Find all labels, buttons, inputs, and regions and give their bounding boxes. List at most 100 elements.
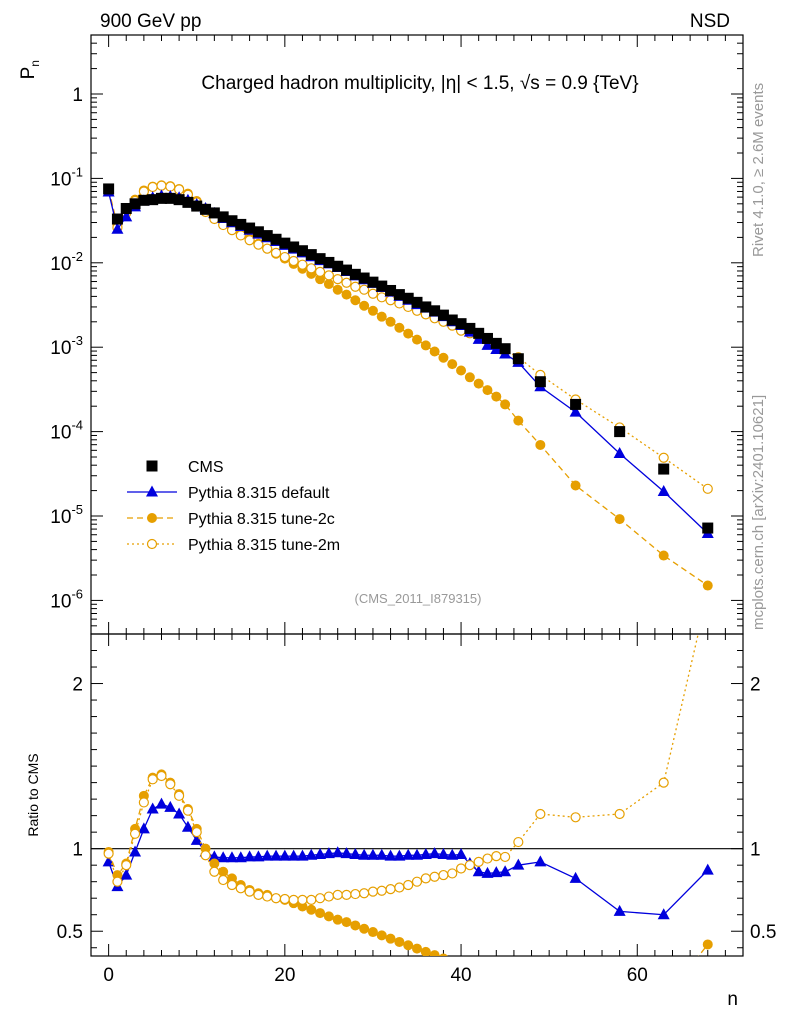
ratio-y-label: Ratio to CMS bbox=[25, 753, 41, 836]
header-left: 900 GeV pp bbox=[100, 11, 201, 32]
ratio-point-pythia-default bbox=[287, 849, 300, 861]
ratio-point-pythia-tune-2m bbox=[288, 894, 299, 905]
ratio-point-pythia-tune-2c bbox=[385, 933, 396, 944]
ratio-point-pythia-tune-2m bbox=[112, 876, 123, 887]
ratio-point-pythia-tune-2m bbox=[455, 863, 467, 874]
ratio-point-pythia-default bbox=[446, 848, 459, 860]
point-cms bbox=[191, 200, 203, 212]
point-cms bbox=[490, 337, 502, 349]
series-line-pythia-default bbox=[107, 191, 709, 535]
ratio-y-tick-label-left: 0.5 bbox=[57, 922, 83, 943]
point-pythia-tune-2c bbox=[513, 415, 524, 426]
point-cms bbox=[534, 376, 546, 388]
ratio-point-pythia-tune-2m bbox=[209, 866, 220, 877]
point-pythia-default bbox=[481, 338, 494, 350]
ratio-point-pythia-tune-2m bbox=[359, 888, 370, 899]
legend-item-pythia-tune-2c: Pythia 8.315 tune-2c bbox=[127, 511, 335, 528]
ratio-point-pythia-tune-2c bbox=[659, 996, 669, 1006]
y-tick-label: 10-2 bbox=[50, 249, 83, 275]
point-pythia-tune-2m bbox=[658, 452, 669, 463]
legend-label-pythia-default: Pythia 8.315 default bbox=[188, 485, 330, 502]
header-right: NSD bbox=[690, 11, 730, 32]
ratio-point-pythia-default bbox=[296, 849, 309, 861]
ratio-point-pythia-tune-2m bbox=[394, 882, 405, 893]
ratio-point-pythia-default bbox=[208, 850, 221, 862]
ratio-point-pythia-tune-2m bbox=[129, 828, 141, 839]
ratio-point-pythia-tune-2m bbox=[473, 856, 484, 867]
point-pythia-tune-2m bbox=[314, 266, 326, 278]
ratio-point-pythia-default bbox=[164, 800, 177, 812]
ratio-point-pythia-default bbox=[393, 849, 406, 861]
point-pythia-tune-2c bbox=[376, 311, 387, 322]
point-pythia-tune-2m bbox=[156, 180, 167, 191]
point-cms bbox=[358, 272, 370, 284]
ratio-point-pythia-tune-2m bbox=[438, 869, 449, 881]
ratio-point-pythia-tune-2m bbox=[191, 827, 202, 838]
ratio-point-pythia-default bbox=[613, 904, 626, 916]
ratio-y-tick-label-right: 2 bbox=[750, 675, 761, 696]
ratio-point-pythia-default bbox=[701, 863, 714, 875]
ratio-y-tick-label-right: 1 bbox=[750, 840, 761, 861]
ratio-point-pythia-default bbox=[472, 865, 485, 877]
point-pythia-tune-2c bbox=[359, 300, 370, 311]
mcplots-label: mcplots.cern.ch [arXiv:2401.10621] bbox=[750, 395, 767, 630]
ratio-point-pythia-default bbox=[129, 845, 142, 857]
ratio-point-pythia-tune-2c bbox=[513, 976, 523, 986]
point-pythia-tune-2m bbox=[262, 243, 273, 254]
ratio-point-pythia-tune-2m bbox=[306, 894, 317, 905]
ratio-axes: 0 20 40 60 0.5 0.5 1 1 2 2 bbox=[57, 634, 776, 986]
ratio-point-pythia-tune-2m bbox=[570, 812, 581, 823]
point-cms bbox=[499, 343, 511, 355]
point-pythia-tune-2c bbox=[464, 372, 475, 383]
ratio-point-pythia-tune-2c bbox=[323, 911, 334, 922]
ratio-point-pythia-default bbox=[278, 849, 291, 861]
point-pythia-tune-2c bbox=[350, 295, 361, 306]
ratio-point-pythia-default bbox=[243, 850, 256, 862]
ratio-point-pythia-tune-2m bbox=[491, 850, 502, 862]
ratio-point-pythia-tune-2c bbox=[359, 923, 370, 934]
ratio-point-pythia-default bbox=[252, 850, 265, 862]
point-cms bbox=[332, 260, 344, 272]
ratio-point-pythia-tune-2c bbox=[474, 965, 484, 975]
point-cms bbox=[305, 249, 317, 261]
ratio-point-pythia-tune-2c bbox=[332, 914, 343, 925]
ratio-point-pythia-tune-2m bbox=[314, 893, 326, 904]
point-cms bbox=[252, 226, 264, 238]
ratio-point-pythia-tune-2m bbox=[297, 894, 308, 905]
ratio-point-pythia-default bbox=[331, 846, 344, 858]
point-pythia-tune-2c bbox=[429, 346, 440, 357]
point-pythia-tune-2c bbox=[570, 480, 581, 491]
point-pythia-tune-2m bbox=[323, 270, 334, 281]
ratio-point-pythia-tune-2m bbox=[350, 888, 361, 900]
ratio-point-pythia-tune-2c bbox=[500, 972, 510, 982]
ratio-line-pythia-tune-2c bbox=[108, 773, 709, 956]
point-pythia-default bbox=[120, 210, 133, 222]
point-cms bbox=[385, 284, 397, 296]
ratio-point-pythia-default bbox=[190, 833, 203, 845]
ratio-point-pythia-default bbox=[173, 807, 186, 819]
ratio-point-pythia-tune-2m bbox=[500, 851, 511, 863]
ratio-point-pythia-tune-2m bbox=[376, 885, 387, 896]
point-cms bbox=[261, 230, 273, 242]
ratio-point-pythia-default bbox=[146, 802, 159, 814]
ratio-point-pythia-tune-2m bbox=[262, 891, 273, 902]
point-pythia-tune-2m bbox=[350, 281, 361, 292]
point-pythia-default bbox=[613, 447, 626, 459]
point-pythia-tune-2m bbox=[385, 295, 396, 306]
ratio-point-pythia-tune-2m bbox=[103, 848, 114, 859]
ratio-y-tick-label-left: 1 bbox=[72, 840, 83, 861]
point-pythia-tune-2c bbox=[500, 399, 511, 410]
ratio-point-pythia-tune-2m bbox=[367, 886, 379, 897]
point-cms bbox=[393, 289, 405, 301]
ratio-point-pythia-tune-2m bbox=[447, 868, 458, 879]
ratio-point-pythia-tune-2m bbox=[270, 893, 282, 904]
legend-label-pythia-tune-2c: Pythia 8.315 tune-2c bbox=[188, 511, 335, 528]
ratio-point-pythia-tune-2c bbox=[412, 943, 422, 954]
legend-marker-pythia-default bbox=[146, 485, 158, 497]
point-cms bbox=[182, 196, 194, 208]
point-cms bbox=[473, 327, 485, 339]
main-series bbox=[102, 180, 714, 591]
point-pythia-tune-2m bbox=[147, 181, 158, 193]
ratio-point-pythia-tune-2m bbox=[174, 790, 185, 801]
ratio-point-pythia-tune-2m bbox=[429, 871, 440, 882]
